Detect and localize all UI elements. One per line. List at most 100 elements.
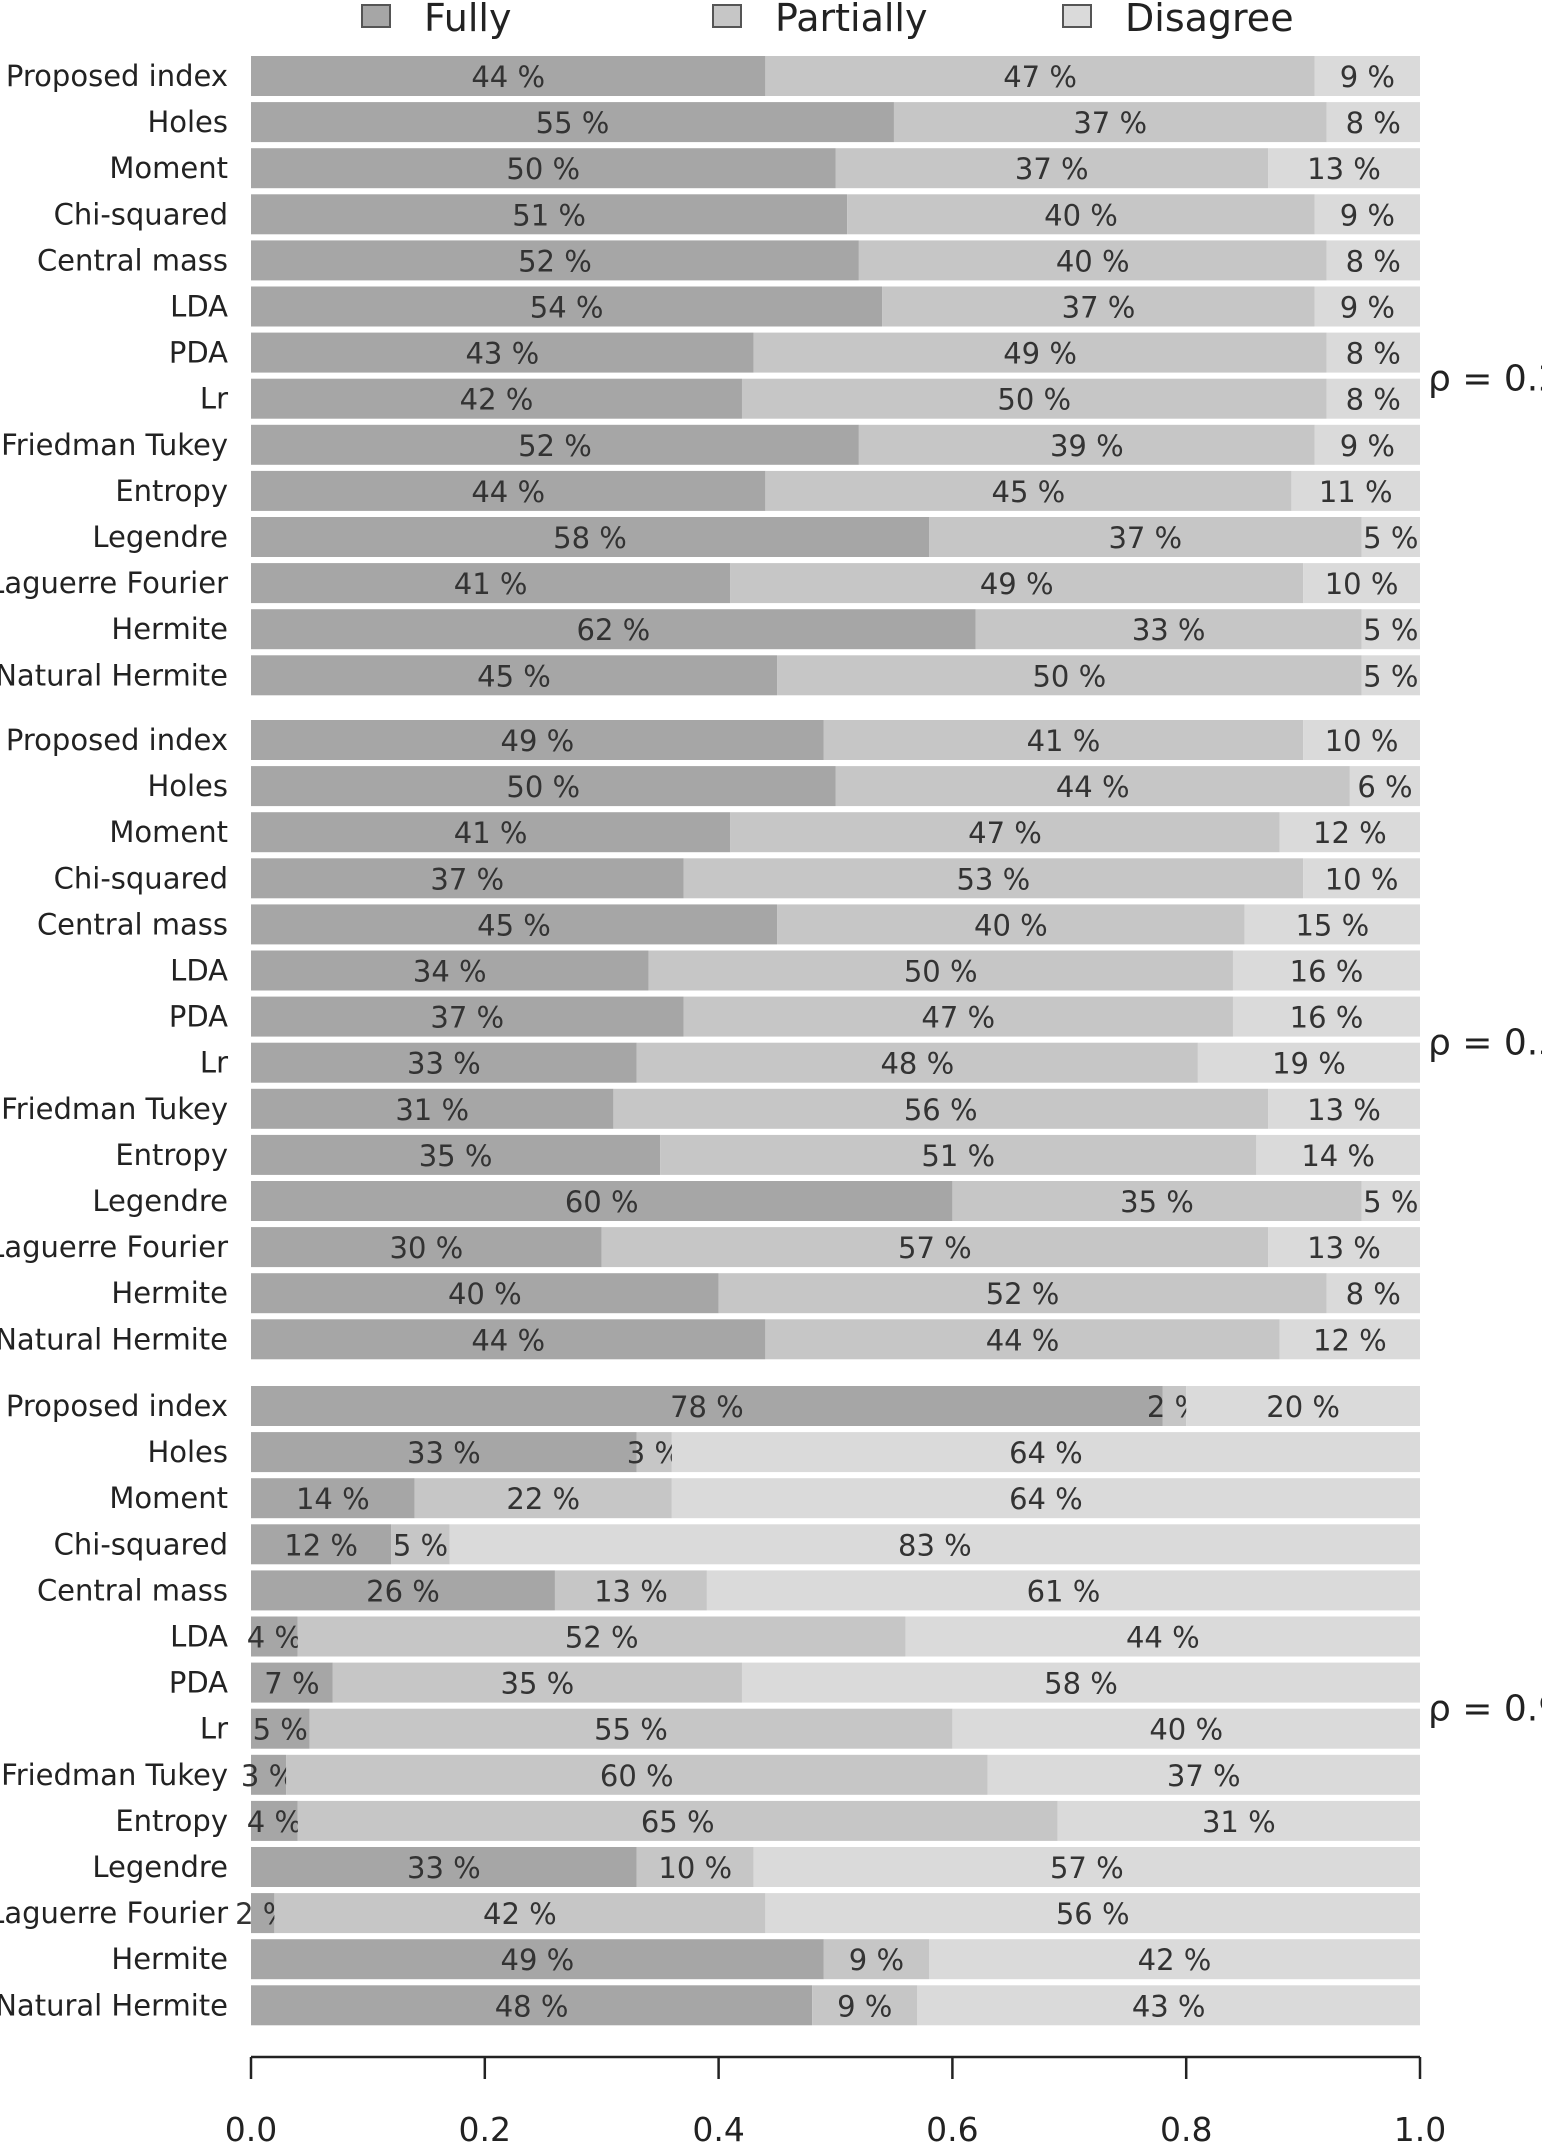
data-label: 44 %: [471, 1323, 545, 1357]
data-label: 47 %: [921, 1001, 995, 1035]
data-label: 44 %: [471, 60, 545, 94]
category-label: Chi-squared: [54, 1527, 228, 1561]
data-label: 58 %: [1044, 1667, 1118, 1701]
bar-segment-fully: [251, 1478, 415, 1519]
bar-segment-partially: [882, 286, 1315, 327]
bar-segment-fully: [251, 1386, 1163, 1426]
data-label: 50 %: [506, 152, 580, 186]
data-label: 37 %: [1015, 152, 1089, 186]
bar-segment-partially: [332, 1662, 742, 1703]
row-holes: Holes 33 % 3 % 64 %: [147, 1432, 1420, 1473]
row-friedman-tukey: Friedman Tukey 3 % 60 % 37 %: [1, 1754, 1420, 1795]
group-3: Proposed index 78 % 2 % 20 %Holes 33 % 3 % 64 …: [0, 1386, 1542, 2026]
bar-segment-fully: [251, 1134, 661, 1175]
row-lda: LDA 34 % 50 % 16 %: [170, 950, 1420, 991]
row-hermite: Hermite 62 % 33 % 5 %: [111, 609, 1420, 650]
category-label: Laguerre Fourier: [0, 566, 228, 600]
bar-segment-fully: [251, 996, 684, 1037]
data-label: 78 %: [670, 1390, 744, 1424]
row-pda: PDA 37 % 47 % 16 %: [169, 996, 1420, 1037]
bar-segment-disagree: [952, 1708, 1420, 1749]
bar-segment-partially: [835, 766, 1350, 807]
data-label: 12 %: [1313, 816, 1387, 850]
data-label: 65 %: [641, 1805, 715, 1839]
bar-segment-disagree: [1326, 102, 1420, 143]
data-label: 39 %: [1050, 429, 1124, 463]
bar-segment-partially: [741, 378, 1327, 419]
bar-segment-partially: [683, 858, 1304, 899]
bar-segment-fully: [251, 563, 731, 604]
row-pda: PDA 43 % 49 % 8 %: [169, 332, 1420, 373]
row-natural-hermite: Natural Hermite 48 % 9 % 43 %: [0, 1985, 1420, 2026]
data-label: 4 %: [247, 1621, 302, 1655]
bar-segment-fully: [251, 378, 742, 419]
data-label: 55 %: [594, 1713, 668, 1747]
bar-segment-disagree: [1268, 1088, 1420, 1129]
data-label: 62 %: [577, 613, 651, 647]
bar-segment-disagree: [671, 1478, 1420, 1519]
data-label: 57 %: [898, 1231, 972, 1265]
row-natural-hermite: Natural Hermite 44 % 44 % 12 %: [0, 1319, 1420, 1360]
data-label: 20 %: [1266, 1390, 1340, 1424]
bar-segment-fully: [251, 1227, 602, 1268]
legend-swatch-disagree: [1062, 4, 1092, 28]
data-label: 7 %: [264, 1667, 319, 1701]
data-label: 52 %: [518, 244, 592, 278]
category-label: PDA: [169, 1666, 228, 1700]
legend-swatch-fully: [361, 4, 391, 28]
data-label: 40 %: [1056, 244, 1130, 278]
bar-segment-partially: [929, 517, 1362, 557]
bar-segment-fully: [251, 1042, 637, 1083]
data-label: 5 %: [1363, 613, 1418, 647]
category-label: Hermite: [111, 612, 228, 646]
bar-segment-fully: [251, 517, 930, 557]
data-label: 54 %: [530, 291, 604, 325]
data-label: 61 %: [1027, 1574, 1101, 1608]
bar-segment-disagree: [1057, 1800, 1420, 1841]
data-label: 41 %: [454, 816, 528, 850]
x-tick-label: 0.4: [692, 2110, 744, 2142]
bar-segment-disagree: [1268, 1227, 1420, 1268]
bar-segment-fully: [251, 1708, 310, 1749]
x-tick-label: 0.6: [926, 2110, 978, 2142]
legend-swatch-partially: [712, 4, 742, 28]
row-hermite: Hermite 49 % 9 % 42 %: [111, 1939, 1420, 1980]
category-label: Holes: [147, 1435, 228, 1469]
data-label: 56 %: [904, 1093, 978, 1127]
category-label: Natural Hermite: [0, 1988, 228, 2022]
data-label: 15 %: [1295, 908, 1369, 942]
bar-segment-partially: [858, 240, 1327, 281]
row-legendre: Legendre 58 % 37 % 5 %: [92, 517, 1420, 557]
bar-segment-fully: [251, 56, 766, 96]
row-legendre: Legendre 60 % 35 % 5 %: [92, 1181, 1420, 1221]
bar-segment-disagree: [1361, 655, 1420, 696]
data-label: 33 %: [407, 1047, 481, 1081]
data-label: 10 %: [1325, 724, 1399, 758]
data-label: 5 %: [1363, 521, 1418, 555]
bar-segment-partially: [847, 194, 1315, 235]
category-label: Friedman Tukey: [1, 1758, 228, 1792]
data-label: 49 %: [501, 1943, 575, 1977]
data-label: 34 %: [413, 955, 487, 989]
bar-segment-disagree: [905, 1616, 1420, 1657]
data-label: 50 %: [997, 383, 1071, 417]
data-label: 5 %: [1363, 1185, 1418, 1219]
data-label: 33 %: [407, 1436, 481, 1470]
data-label: 43 %: [1132, 1989, 1206, 2023]
category-label: Laguerre Fourier: [0, 1896, 228, 1930]
data-label: 33 %: [407, 1851, 481, 1885]
bar-segment-disagree: [1326, 240, 1420, 281]
data-label: 45 %: [477, 659, 551, 693]
bar-segment-fully: [251, 1754, 287, 1795]
bar-segment-partially: [952, 1181, 1362, 1221]
category-label: Lr: [200, 1712, 228, 1746]
row-natural-hermite: Natural Hermite 45 % 50 % 5 %: [0, 655, 1420, 696]
bar-segment-disagree: [1314, 56, 1420, 96]
data-label: 40 %: [974, 908, 1048, 942]
category-label: Laguerre Fourier: [0, 1230, 228, 1264]
bar-segment-partially: [777, 904, 1245, 945]
bar-segment-fully: [251, 766, 836, 807]
row-moment: Moment 41 % 47 % 12 %: [109, 812, 1420, 853]
category-label: Hermite: [111, 1942, 228, 1976]
data-label: 9 %: [1340, 429, 1395, 463]
